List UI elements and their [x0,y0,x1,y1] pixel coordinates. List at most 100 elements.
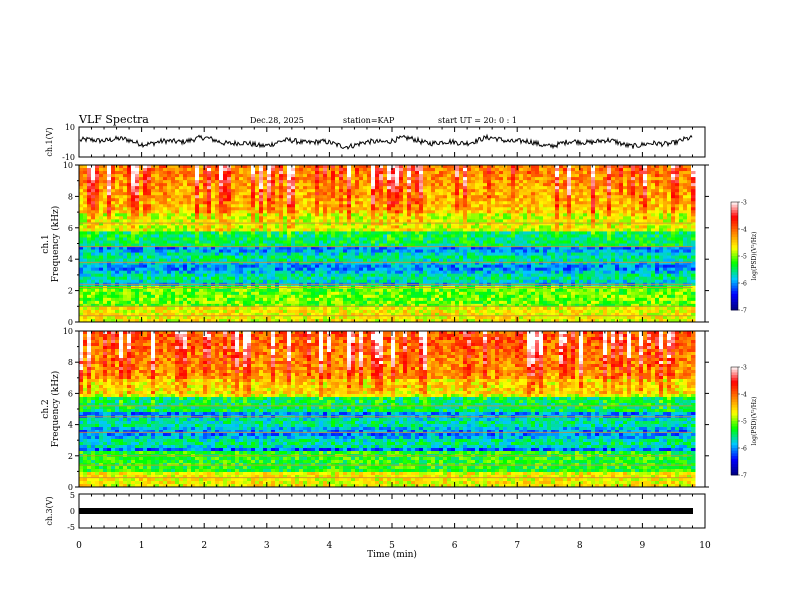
spectrogram-cell [179,276,184,281]
spectrogram-cell [111,315,116,320]
spectrogram-cell [235,279,240,284]
spectrogram-cell [307,231,312,235]
spectrogram-cell [387,261,392,266]
spectrogram-cell [287,207,292,211]
spectrogram-cell [283,306,288,311]
spectrogram-cell [379,288,384,293]
spectrogram-cell [243,231,248,235]
spectrogram-cell [79,315,84,320]
spectrogram-cell [95,318,100,322]
spectrogram-cell [79,249,84,254]
spectrogram-cell [443,243,448,248]
spectrogram-cell [371,207,376,211]
spectrogram-cell [447,252,452,257]
spectrogram-cell [299,264,304,269]
spectrogram-cell [143,291,148,296]
spectrogram-cell [387,255,392,260]
spectrogram-cell [423,306,428,311]
spectrogram-cell [103,177,108,181]
spectrogram-cell [363,306,368,311]
spectrogram-cell [319,234,324,238]
spectrogram-cell [427,198,432,202]
spectrogram-cell [399,252,404,257]
spectrogram-cell [335,270,340,275]
spectrogram-cell [459,291,464,296]
spectrogram-cell [387,213,392,217]
spectrogram-cell [351,207,356,211]
spectrogram-cell [131,264,136,269]
spectrogram-cell [271,174,276,178]
spectrogram-cell [291,207,296,211]
spectrogram-cell [131,315,136,320]
spectrogram-cell [223,201,228,205]
spectrogram-cell [327,174,332,178]
spectrogram-cell [255,165,260,169]
spectrogram-cell [335,318,340,322]
spectrogram-cell [307,174,312,178]
spectrogram-cell [99,207,104,211]
spectrogram-cell [223,225,228,229]
spectrogram-cell [359,297,364,302]
spectrogram-cell [143,228,148,232]
spectrogram-cell [363,303,368,308]
spectrogram-cell [455,222,460,226]
spectrogram-cell [403,318,408,322]
spectrogram-cell [391,261,396,266]
spectrogram-cell [107,294,112,299]
spectrogram-cell [291,219,296,223]
spectrogram-cell [275,222,280,226]
spectrogram-cell [115,309,120,314]
spectrogram-cell [299,186,304,190]
spectrogram-cell [411,180,416,184]
spectrogram-cell [319,177,324,181]
spectrogram-cell [407,201,412,205]
spectrogram-cell [219,189,224,193]
spectrogram-cell [155,267,160,272]
spectrogram-cell [239,228,244,232]
spectrogram-cell [403,189,408,193]
spectrogram-cell [307,180,312,184]
spectrogram-cell [115,216,120,220]
spectrogram-cell [303,213,308,217]
spectrogram-cell [123,276,128,281]
spectrogram-cell [307,177,312,181]
spectrogram-cell [119,204,124,208]
spectrogram-cell [283,312,288,317]
spectrogram-cell [299,183,304,187]
spectrogram-cell [155,261,160,266]
spectrogram-cell [355,255,360,260]
spectrogram-cell [347,180,352,184]
spectrogram-cell [347,318,352,322]
spectrogram-cell [319,246,324,251]
spectrogram-cell [447,216,452,220]
spectrogram-cell [107,288,112,293]
spectrogram-cell [247,204,252,208]
spectrogram-cell [199,201,204,205]
spectrogram-cell [423,195,428,199]
spectrogram-cell [267,300,272,305]
spectrogram-cell [399,258,404,263]
spectrogram-cell [443,258,448,263]
spectrogram-cell [107,171,112,175]
spectrogram-cell [147,189,152,193]
spectrogram-cell [435,243,440,248]
spectrogram-cell [263,276,268,281]
spectrogram-cell [447,315,452,320]
spectrogram-cell [323,300,328,305]
spectrogram-cell [207,231,212,235]
spectrogram-cell [103,246,108,251]
spectrogram-cell [215,261,220,266]
spectrogram-cell [263,183,268,187]
spectrogram-cell [371,264,376,269]
spectrogram-cell [451,165,456,169]
spectrogram-cell [303,174,308,178]
spectrogram-cell [135,204,140,208]
spectrogram-cell [299,309,304,314]
spectrogram-cell [167,273,172,278]
spectrogram-cell [227,240,232,244]
spectrogram-cell [251,222,256,226]
spectrogram-cell [419,228,424,232]
spectrogram-cell [451,306,456,311]
spectrogram-cell [331,294,336,299]
spectrogram-cell [239,165,244,169]
